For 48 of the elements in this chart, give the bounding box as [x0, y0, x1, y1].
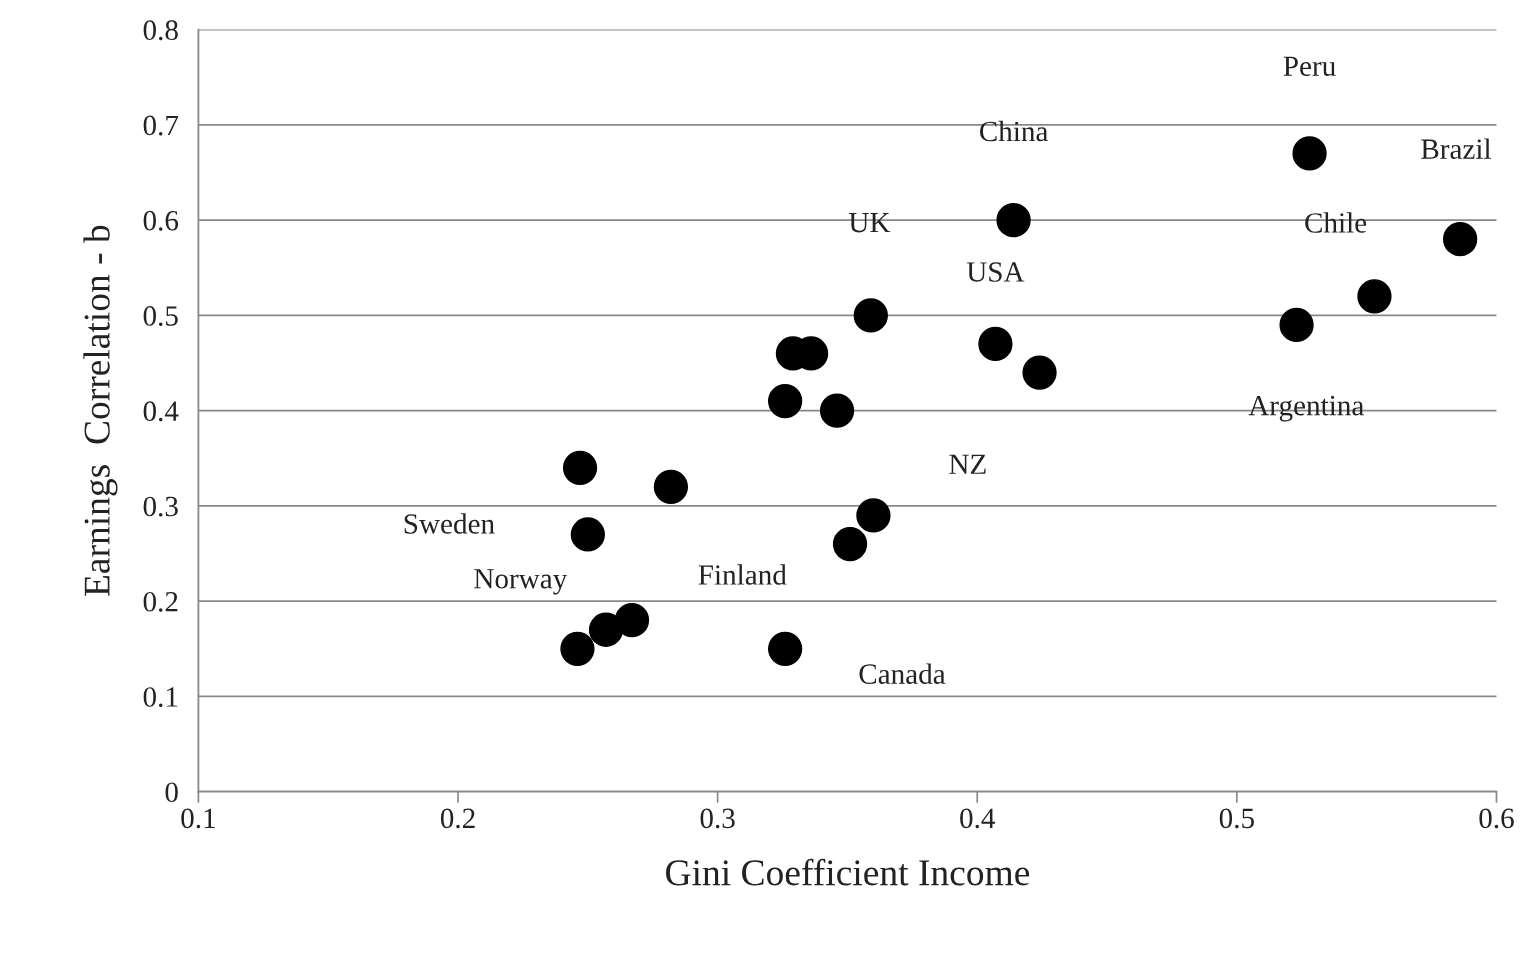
point — [1022, 355, 1057, 390]
annotation: NZ — [949, 454, 986, 474]
x-axis-title: Gini Coefficient Income — [666, 858, 1030, 886]
annotation: Finland — [698, 564, 787, 585]
point — [570, 517, 605, 552]
y-tick-label: 0.6 — [143, 210, 179, 231]
point — [1442, 222, 1478, 257]
y-tick-label: 0.2 — [143, 591, 178, 612]
point — [853, 298, 888, 333]
y-tick-label: 0 — [165, 782, 178, 803]
annotation: China — [979, 120, 1049, 142]
annotation: Norway — [474, 569, 568, 595]
point — [768, 631, 803, 666]
annotation: Peru — [1283, 56, 1336, 77]
y-tick-label: 0.8 — [143, 20, 178, 41]
point — [819, 393, 855, 428]
x-tick-label: 0.2 — [440, 808, 475, 829]
point — [996, 202, 1031, 238]
point — [1279, 307, 1314, 343]
y-tick-label: 0.4 — [143, 401, 179, 422]
point — [653, 469, 689, 504]
y-tick-label: 0.7 — [143, 115, 179, 136]
point — [560, 631, 595, 666]
point — [1357, 279, 1392, 314]
y-axis-title: Earnings Correlation - b — [83, 225, 118, 596]
y-tick-label: 0.1 — [143, 687, 178, 707]
x-tick-label: 0.3 — [700, 808, 735, 829]
point — [614, 603, 650, 638]
annotation: Argentina — [1248, 395, 1364, 422]
point — [978, 326, 1013, 362]
annotation: USA — [966, 262, 1025, 282]
x-tick-label: 0.1 — [181, 808, 215, 829]
point — [588, 612, 624, 647]
annotation: Sweden — [404, 513, 495, 534]
point — [768, 383, 803, 419]
x-tick-label: 0.5 — [1219, 808, 1254, 829]
x-tick-label: 0.6 — [1479, 808, 1514, 829]
annotation: Chile — [1305, 212, 1367, 233]
annotation: Canada — [859, 663, 946, 684]
y-tick-label: 0.3 — [143, 496, 178, 517]
x-tick-label: 0.4 — [960, 808, 996, 829]
y-tick-label: 0.5 — [143, 306, 178, 326]
point — [856, 498, 891, 533]
annotation: UK — [848, 213, 891, 233]
point — [562, 450, 598, 485]
point — [1292, 136, 1327, 171]
point — [832, 526, 868, 562]
annotation: Brazil — [1421, 138, 1492, 159]
